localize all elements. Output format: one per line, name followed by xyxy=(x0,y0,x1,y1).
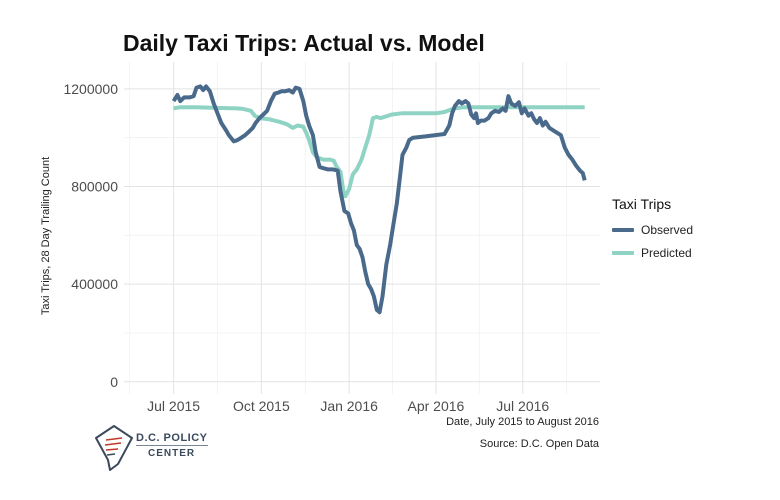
series-line-observed xyxy=(171,84,587,315)
source-note: Source: D.C. Open Data xyxy=(479,438,599,450)
logo-text-top: D.C. POLICY xyxy=(136,432,208,444)
legend-label-predicted: Predicted xyxy=(641,245,692,260)
legend-key-observed xyxy=(612,227,634,232)
legend: Taxi Trips Observed Predicted xyxy=(612,196,693,264)
legend-item-observed: Observed xyxy=(612,218,693,241)
x-tick-label: Jul 2015 xyxy=(147,398,200,414)
x-tick-label: Jan 2016 xyxy=(320,398,378,414)
legend-label-observed: Observed xyxy=(641,222,694,237)
logo-divider xyxy=(136,445,208,446)
y-tick-label: 400000 xyxy=(71,276,118,292)
x-tick-label: Apr 2016 xyxy=(408,398,465,414)
legend-title: Taxi Trips xyxy=(612,196,672,212)
y-tick-label: 0 xyxy=(110,374,118,390)
x-axis-label: Date, July 2015 to August 2016 xyxy=(446,416,599,428)
x-tick-label: Jul 2016 xyxy=(496,398,549,414)
legend-item-predicted: Predicted xyxy=(612,241,693,264)
dc-map-icon xyxy=(95,425,133,471)
dc-policy-center-logo: D.C. POLICY CENTER xyxy=(92,424,212,472)
y-tick-label: 1200000 xyxy=(63,81,118,97)
x-tick-label: Oct 2015 xyxy=(233,398,290,414)
chart-title: Daily Taxi Trips: Actual vs. Model xyxy=(123,30,485,56)
logo-text-bottom: CENTER xyxy=(148,448,196,459)
y-tick-label: 800000 xyxy=(71,179,118,195)
legend-key-predicted xyxy=(612,250,634,255)
